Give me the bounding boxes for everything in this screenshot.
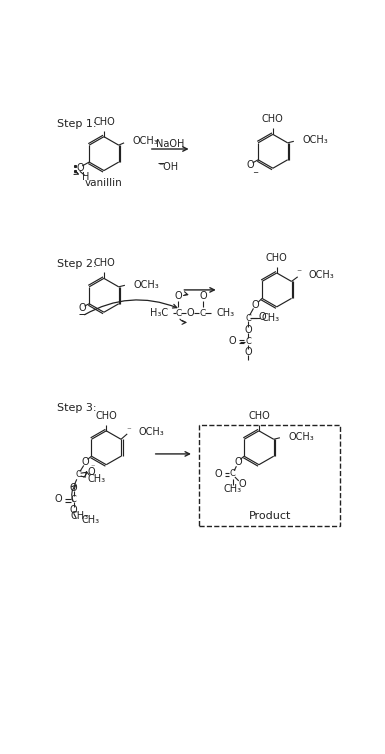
Text: O: O [70,505,77,515]
Text: O: O [76,164,84,173]
Text: Step 2:: Step 2: [57,259,97,269]
Text: Product: Product [249,511,292,521]
Text: CHO: CHO [266,253,288,263]
Text: CH₃: CH₃ [88,474,106,484]
Text: O: O [246,160,254,170]
Text: C: C [229,470,236,479]
Text: CH₃: CH₃ [223,484,242,495]
Text: CHO: CHO [93,117,115,127]
Text: CH₃: CH₃ [70,511,89,521]
Text: C: C [200,308,206,317]
Text: O: O [199,291,207,301]
Text: O: O [228,336,236,347]
Text: OCH₃: OCH₃ [134,280,159,290]
Text: O: O [82,457,89,467]
Text: O: O [186,308,194,318]
Text: CH₃: CH₃ [81,515,100,525]
Text: C: C [75,470,81,480]
Text: OCH₃: OCH₃ [302,135,328,145]
Text: CH₃: CH₃ [216,308,234,318]
Text: O: O [259,312,266,322]
Text: O: O [88,467,95,477]
Text: ⁻OH: ⁻OH [158,161,178,172]
Text: Step 3:: Step 3: [57,403,97,412]
Text: Step 1:: Step 1: [57,119,97,130]
Text: ⁻: ⁻ [297,268,302,279]
Text: CHO: CHO [93,259,115,268]
Text: CH₃: CH₃ [262,314,280,323]
Text: ⁻: ⁻ [126,426,131,435]
Text: O: O [214,469,222,479]
Text: O: O [54,495,62,504]
Text: C: C [245,314,251,323]
Text: C: C [175,308,181,317]
Text: OCH₃: OCH₃ [138,428,164,437]
Text: C: C [71,495,77,504]
Text: ⁻: ⁻ [91,462,95,471]
Text: H: H [82,173,90,182]
Text: CHO: CHO [248,411,270,421]
Text: _: _ [253,164,257,173]
Text: H₃C: H₃C [150,308,168,318]
Text: O: O [79,303,86,314]
Text: NaOH: NaOH [156,139,184,149]
Text: vanillin: vanillin [85,178,123,188]
Text: O: O [244,325,252,335]
Text: OCH₃: OCH₃ [133,136,158,146]
Bar [199,425,340,526]
Text: O: O [244,348,252,357]
Text: O: O [238,479,246,489]
Text: O: O [252,299,259,310]
Text: CHO: CHO [95,411,117,421]
Text: OCH₃: OCH₃ [288,432,314,442]
Text: OCH₃: OCH₃ [308,270,334,280]
Text: O: O [174,291,182,301]
Text: O: O [70,483,77,493]
Text: O: O [234,457,242,467]
Text: C: C [245,337,251,346]
Text: CHO: CHO [262,115,284,124]
